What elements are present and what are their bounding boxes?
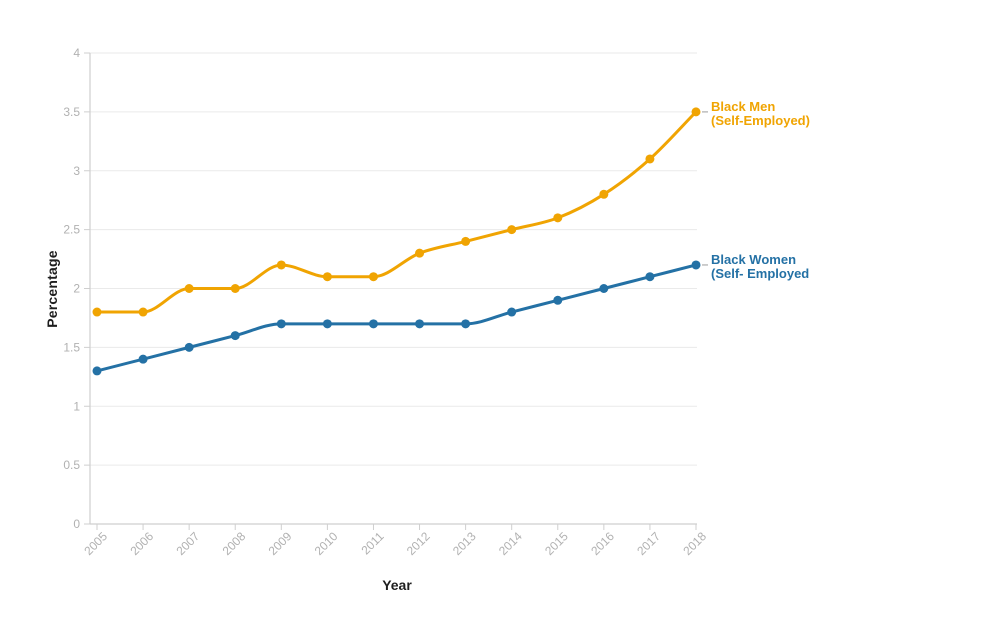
series-line-black-women-self-employed <box>95 263 698 373</box>
data-point-black-men-self-employed <box>691 107 701 117</box>
y-tick-label: 0.5 <box>63 458 80 472</box>
x-tick-label: 2007 <box>173 529 202 558</box>
series-label-black-men-self-employed: (Self-Employed) <box>711 113 810 128</box>
data-point-black-men-self-employed <box>415 248 425 258</box>
data-point-black-women-self-employed <box>507 307 517 317</box>
x-tick-label: 2016 <box>588 529 617 558</box>
series-line-black-men-self-employed <box>95 110 698 314</box>
data-point-black-women-self-employed <box>415 319 425 329</box>
x-tick-label: 2011 <box>358 529 386 557</box>
data-point-black-men-self-employed <box>230 284 240 293</box>
x-tick-label: 2013 <box>450 529 479 558</box>
data-point-black-men-self-employed <box>645 154 655 164</box>
data-point-black-men-self-employed <box>92 307 102 317</box>
data-point-black-women-self-employed <box>368 319 378 329</box>
y-tick-label: 3 <box>73 164 80 178</box>
data-point-black-men-self-employed <box>322 272 332 282</box>
x-tick-label: 2018 <box>680 529 709 558</box>
x-tick-label: 2006 <box>127 529 156 558</box>
y-tick-label: 1.5 <box>63 340 80 354</box>
data-point-black-men-self-employed <box>599 189 609 199</box>
series-label-black-men-self-employed: Black Men <box>711 99 775 114</box>
data-point-black-men-self-employed <box>138 307 148 317</box>
data-point-black-women-self-employed <box>599 284 609 293</box>
x-tick-label: 2012 <box>404 529 433 558</box>
series-label-black-women-self-employed: Black Women <box>711 252 796 267</box>
data-point-black-men-self-employed <box>368 272 378 282</box>
data-point-black-women-self-employed <box>461 319 471 329</box>
x-tick-label: 2005 <box>81 529 110 558</box>
data-point-black-women-self-employed <box>184 342 194 352</box>
data-point-black-women-self-employed <box>92 366 102 376</box>
y-axis-title: Percentage <box>44 250 60 328</box>
x-tick-label: 2014 <box>496 529 525 558</box>
data-point-black-women-self-employed <box>322 319 332 329</box>
y-tick-label: 2 <box>73 282 80 296</box>
x-tick-label: 2009 <box>266 529 295 558</box>
x-axis-title: Year <box>382 577 412 593</box>
y-tick-label: 4 <box>73 46 80 60</box>
data-point-black-women-self-employed <box>276 319 286 329</box>
x-tick-label: 2010 <box>312 529 341 558</box>
data-point-black-men-self-employed <box>276 260 286 270</box>
y-tick-label: 0 <box>73 517 80 531</box>
data-point-black-women-self-employed <box>138 354 148 364</box>
x-tick-label: 2015 <box>542 529 571 558</box>
y-tick-label: 1 <box>73 399 80 413</box>
data-point-black-men-self-employed <box>507 225 517 235</box>
data-point-black-women-self-employed <box>230 331 240 341</box>
y-tick-label: 3.5 <box>63 105 80 119</box>
data-point-black-men-self-employed <box>461 236 471 246</box>
y-tick-label: 2.5 <box>63 223 80 237</box>
data-point-black-women-self-employed <box>691 260 701 270</box>
x-tick-label: 2017 <box>634 529 663 558</box>
x-tick-label: 2008 <box>220 529 249 558</box>
data-point-black-women-self-employed <box>645 272 655 282</box>
data-point-black-women-self-employed <box>553 295 563 305</box>
data-point-black-men-self-employed <box>184 284 194 293</box>
data-point-black-men-self-employed <box>553 213 563 223</box>
series-label-black-women-self-employed: (Self- Employed <box>711 266 809 281</box>
